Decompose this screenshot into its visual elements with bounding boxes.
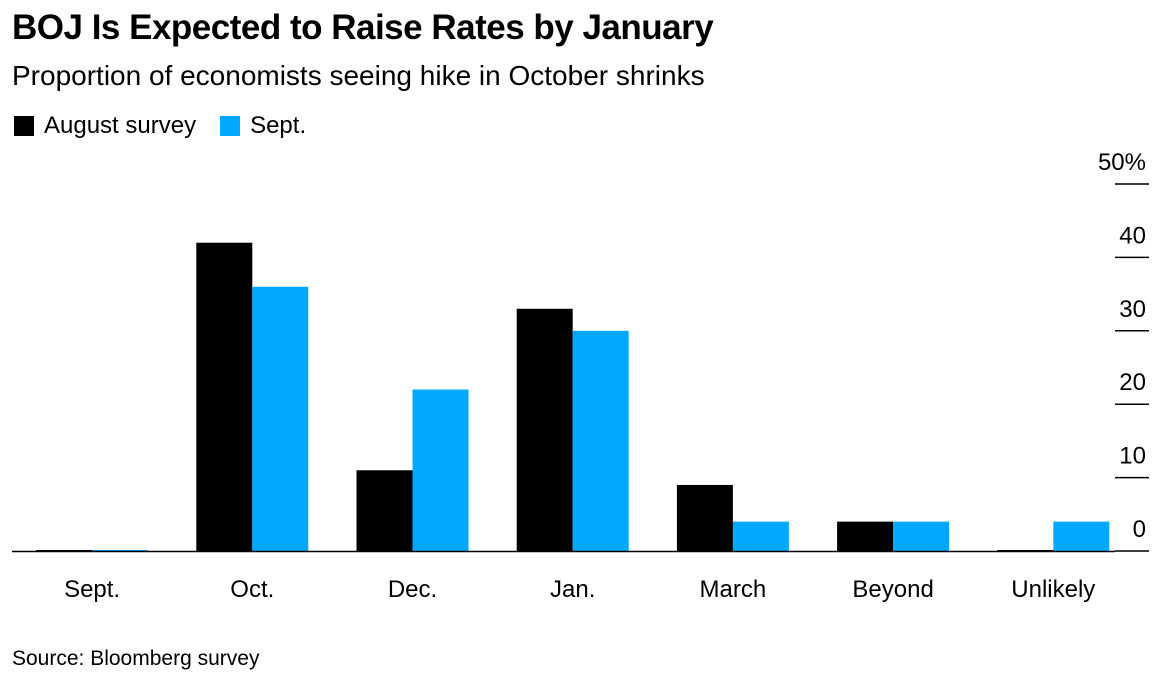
x-tick-label-oct: Oct. [230,576,274,603]
legend-label-sept: Sept. [250,112,307,139]
x-tick-label-jan: Jan. [550,576,595,603]
y-tick-label-30: 30 [1119,296,1146,323]
chart-subtitle: Proportion of economists seeing hike in … [12,60,705,91]
legend-swatch-sept [220,116,241,136]
bar-august-oct [196,242,253,551]
bar-sept-unlikely [1053,521,1110,551]
bar-august-march [676,484,733,551]
bar-sept-dec [412,389,469,551]
legend: August survey Sept. [14,112,330,140]
y-tick-label-20: 20 [1119,369,1146,396]
bar-sept-oct [252,286,309,551]
legend-item-august: August survey [14,112,196,140]
legend-label-august: August survey [44,112,197,139]
bar-august-dec [356,470,413,551]
x-tick-label-march: March [700,576,767,603]
legend-swatch-august [14,116,34,136]
x-tick-label-dec: Dec. [388,576,437,603]
bar-sept-march [732,521,789,551]
bar-sept-beyond [893,521,950,551]
x-tick-label-beyond: Beyond [852,576,933,603]
source-note: Source: Bloomberg survey [12,647,260,670]
bar-sept-jan [572,330,629,551]
chart-title: BOJ Is Expected to Raise Rates by Januar… [12,8,714,47]
x-tick-label-unlikely: Unlikely [1011,576,1095,603]
y-tick-label-0: 0 [1133,516,1146,543]
bar-august-beyond [837,521,894,551]
legend-item-sept: Sept. [220,112,306,140]
y-tick-label-40: 40 [1119,222,1146,249]
bar-august-jan [516,308,573,551]
x-tick-label-sept: Sept. [64,576,120,603]
y-tick-label-50: 50% [1098,149,1146,176]
y-tick-label-10: 10 [1119,443,1146,470]
